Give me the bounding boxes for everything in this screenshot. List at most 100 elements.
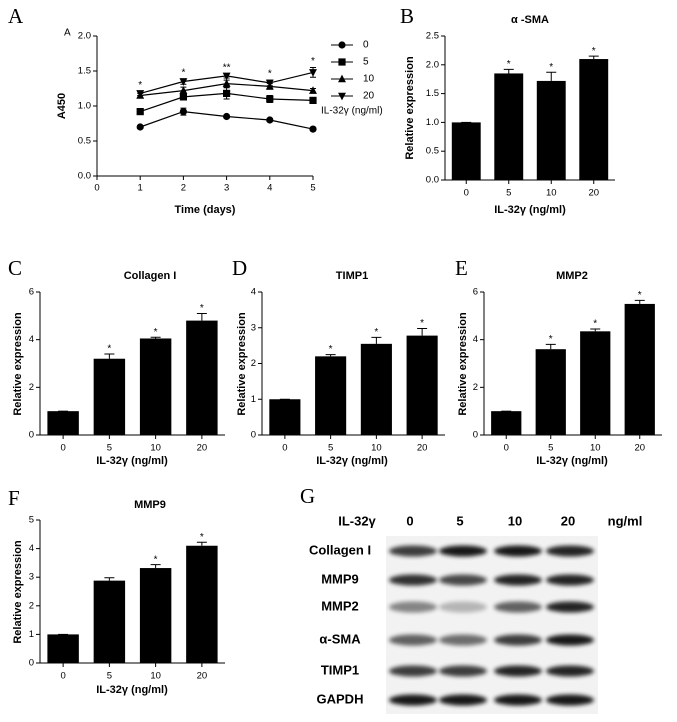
y-tick-label: 5 <box>29 515 34 526</box>
chart-title: MMP2 <box>556 270 588 282</box>
data-point <box>136 90 145 98</box>
significance: * <box>311 56 315 67</box>
data-point <box>179 86 188 94</box>
x-tick-label: 10 <box>371 443 382 454</box>
data-point <box>222 79 231 87</box>
blot-row-label: MMP2 <box>321 598 359 613</box>
blot-band <box>439 665 487 677</box>
y-tick-label: 2 <box>29 382 34 393</box>
significance: * <box>329 344 333 355</box>
y-tick-label: 2.0 <box>426 59 439 70</box>
significance: * <box>200 532 204 543</box>
blot-band <box>439 634 487 646</box>
blot-header: 10 <box>508 513 522 528</box>
x-tick-label: 0 <box>94 183 99 194</box>
blot-band <box>389 694 437 706</box>
significance: * <box>420 318 424 329</box>
blot-band <box>439 601 487 613</box>
inner-label: A <box>64 28 71 39</box>
blot-header: 5 <box>456 513 463 528</box>
y-tick-label: 4 <box>29 543 34 554</box>
bar <box>624 303 655 435</box>
y-tick-label: 1 <box>251 394 256 405</box>
error-bar <box>417 327 428 336</box>
y-tick-label: 3 <box>251 322 256 333</box>
x-tick-label: 5 <box>107 443 112 454</box>
blot-row-label: α-SMA <box>319 631 361 646</box>
y-axis-label: Relative expression <box>457 312 469 416</box>
x-axis-label: IL-32γ (ng/ml) <box>536 455 608 467</box>
bar <box>535 349 566 435</box>
blot-row-label: GAPDH <box>317 691 364 706</box>
y-tick-label: 1.0 <box>426 117 439 128</box>
blot-band <box>389 634 437 646</box>
chart-title: Collagen I <box>124 270 177 282</box>
legend-title: IL-32γ (ng/ml) <box>321 106 383 117</box>
significance: * <box>507 59 511 70</box>
panel-letter: F <box>8 486 20 510</box>
y-tick-label: 1 <box>29 629 34 640</box>
x-tick-label: 0 <box>60 443 65 454</box>
bar <box>360 343 392 435</box>
significance: * <box>593 319 597 330</box>
bar <box>47 411 79 435</box>
legend-label: 10 <box>363 74 375 85</box>
error-bar <box>634 299 645 304</box>
error-bar <box>150 564 161 569</box>
bar <box>269 399 301 435</box>
y-tick-label: 1.0 <box>78 101 91 112</box>
data-point <box>266 116 274 124</box>
significance: * <box>154 554 158 565</box>
blot-band <box>494 601 542 613</box>
significance: * <box>374 327 378 338</box>
blot-band <box>389 601 437 613</box>
blot-header: ng/ml <box>608 513 643 528</box>
x-tick-label: 2 <box>181 183 186 194</box>
x-tick-label: 3 <box>224 183 229 194</box>
data-point <box>309 86 317 94</box>
blot-band <box>389 545 437 557</box>
blot-header: 20 <box>561 513 575 528</box>
y-tick-label: 0.5 <box>78 136 91 147</box>
error-bar <box>104 577 115 581</box>
blot-band <box>494 665 542 677</box>
y-axis-label: Relative expression <box>236 312 248 416</box>
blot-band <box>439 694 487 706</box>
significance: * <box>592 46 596 57</box>
data-point <box>266 95 274 103</box>
x-tick-label: 0 <box>464 188 469 199</box>
legend-label: 5 <box>363 57 369 68</box>
y-tick-label: 2 <box>473 382 478 393</box>
x-tick-label: 1 <box>138 183 143 194</box>
panel-letter: B <box>400 4 414 28</box>
data-point <box>223 112 231 121</box>
blot-band <box>494 545 542 557</box>
panel-letter: A <box>8 4 24 28</box>
x-tick-label: 4 <box>267 183 272 194</box>
legend-marker <box>338 74 346 83</box>
bar <box>580 331 611 435</box>
x-tick-label: 20 <box>417 443 428 454</box>
error-bar <box>545 343 556 350</box>
legend-label: 20 <box>363 91 375 102</box>
error-bar <box>150 336 161 339</box>
significance: * <box>181 67 185 78</box>
y-axis-label: Relative expression <box>404 56 416 160</box>
y-tick-label: 6 <box>29 287 34 298</box>
x-tick-label: 20 <box>197 671 208 682</box>
chart-title: MMP9 <box>134 499 166 511</box>
blot-band <box>546 694 594 706</box>
panel-letter: C <box>8 256 22 280</box>
x-tick-label: 0 <box>60 671 65 682</box>
y-tick-label: 6 <box>473 287 478 298</box>
y-tick-label: 4 <box>473 334 478 345</box>
x-tick-label: 5 <box>506 188 511 199</box>
x-axis-label: IL-32γ (ng/ml) <box>494 204 566 216</box>
bar <box>93 580 126 663</box>
chart-title: TIMP1 <box>336 270 368 282</box>
y-tick-label: 2 <box>251 358 256 369</box>
blot-band <box>546 601 594 613</box>
panel-letter: G <box>300 484 315 508</box>
y-tick-label: 2.5 <box>426 31 439 42</box>
